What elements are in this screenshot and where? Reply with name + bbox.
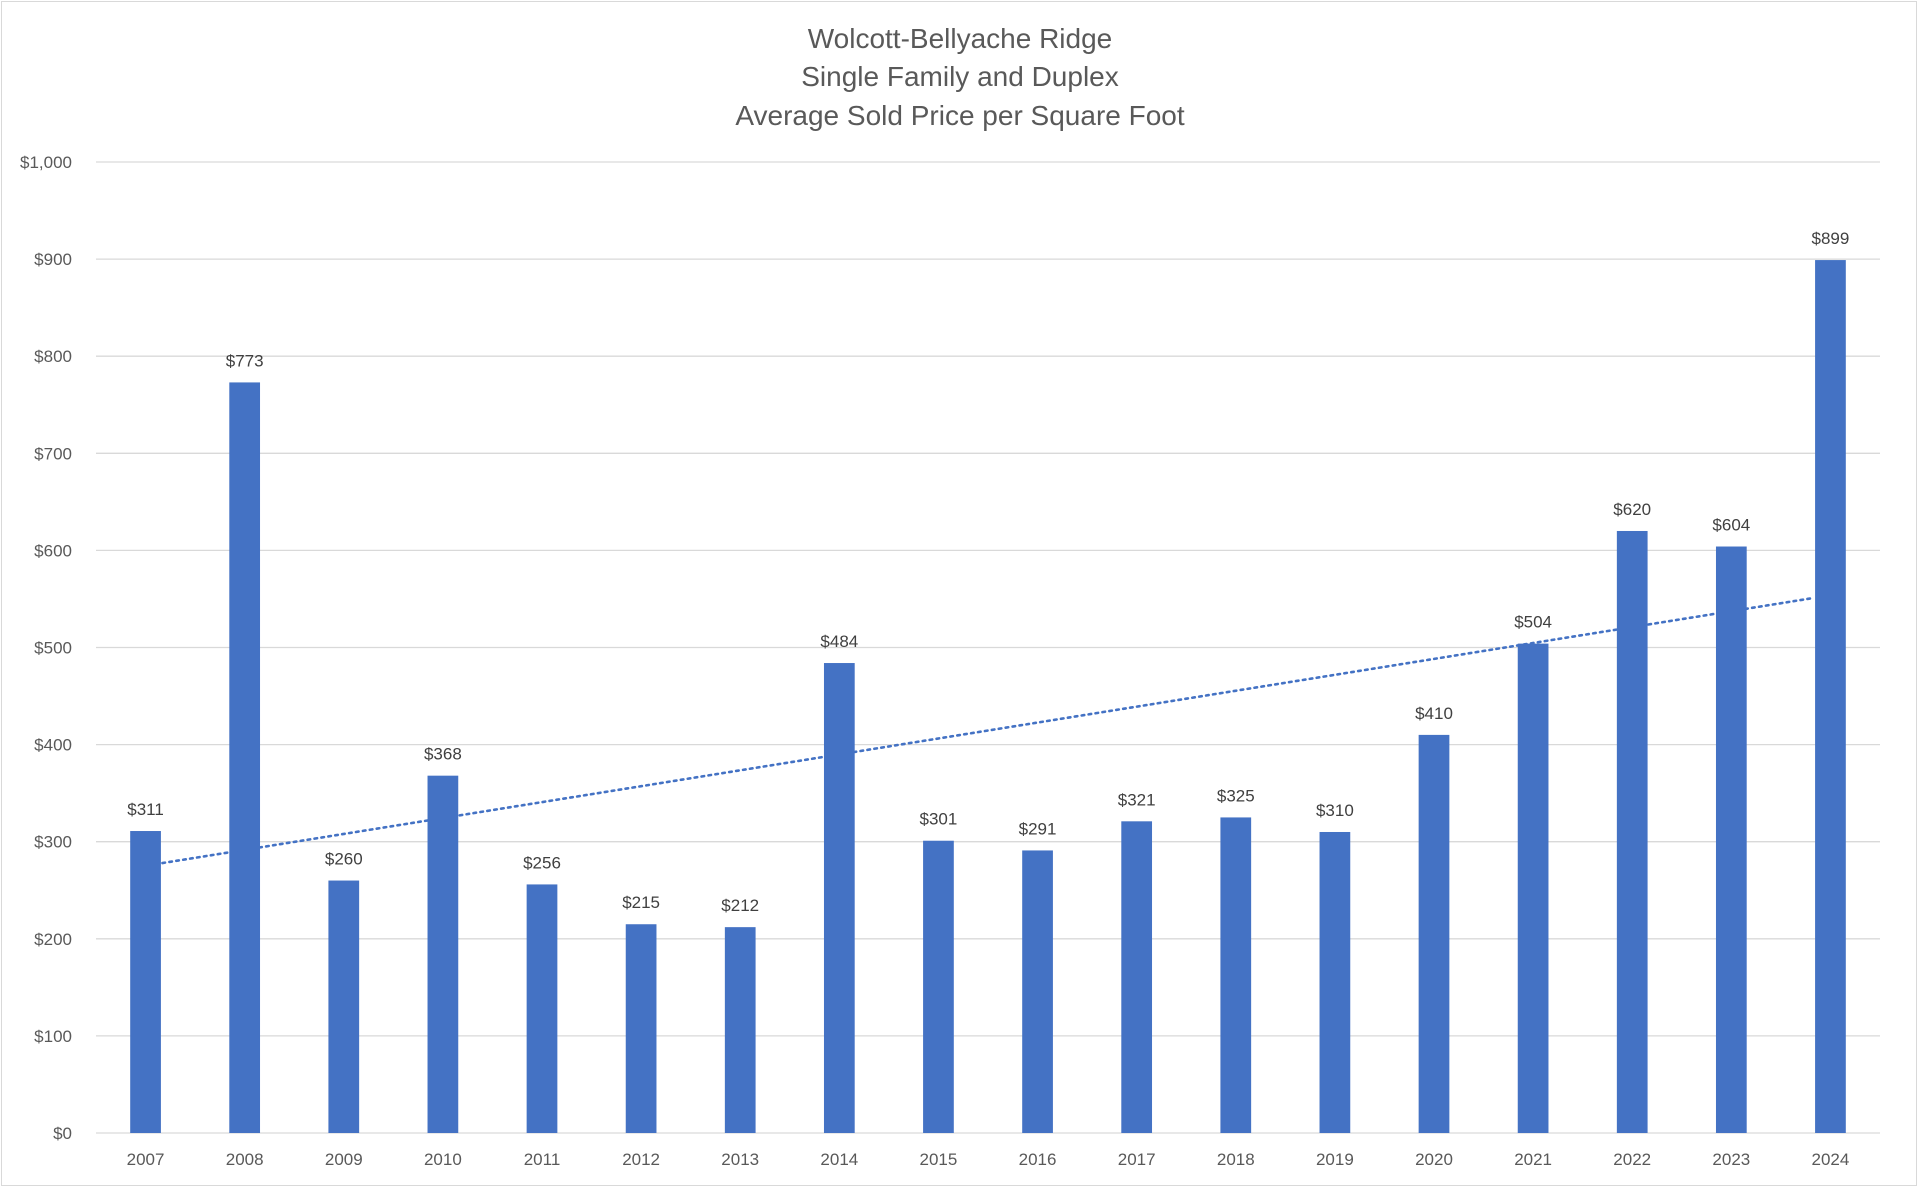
bar-2015 [923,840,954,1133]
data-label-2012: $215 [622,893,660,912]
bar-2017 [1121,821,1153,1133]
data-label-2019: $310 [1316,801,1354,820]
chart-title: Wolcott-Bellyache Ridge Single Family and… [735,23,1185,131]
bar-2019 [1319,831,1351,1133]
data-label-2015: $301 [920,810,958,829]
x-tick-label: 2008 [226,1150,264,1169]
x-tick-label: 2024 [1812,1150,1850,1169]
bar-2011 [526,884,558,1133]
bar-2021 [1517,643,1549,1133]
x-axis-tick-labels: 2007 2008 2009 2010 2011 2012 2013 2014 2015 2016… [127,1150,1850,1169]
bar-2018 [1220,817,1252,1133]
data-label-2009: $260 [325,850,363,869]
x-tick-label: 2011 [524,1150,561,1169]
data-label-2008: $773 [226,351,264,370]
bar-2023 [1715,546,1747,1133]
bar-2014 [823,663,855,1133]
x-tick-label: 2013 [721,1150,759,1169]
chart-title-line-3: Average Sold Price per Square Foot [735,100,1185,131]
x-tick-label: 2017 [1118,1150,1156,1169]
data-label-2020: $410 [1415,704,1453,723]
trendline-group [161,596,1815,865]
x-tick-label: 2015 [920,1150,958,1169]
data-label-2024: $899 [1812,229,1850,248]
y-tick-label: $100 [34,1027,72,1046]
data-label-2022: $620 [1613,500,1651,519]
trendline [161,596,1815,865]
bar-2012 [625,924,657,1133]
x-tick-label: 2009 [325,1150,363,1169]
y-tick-label: $200 [34,930,72,949]
x-tick-label: 2012 [622,1150,660,1169]
bar-2020 [1418,734,1450,1133]
y-tick-label: $300 [34,833,72,852]
bar-2016 [1022,850,1053,1133]
data-label-2021: $504 [1514,613,1552,632]
y-tick-label: $0 [53,1124,72,1143]
chart-title-line-1: Wolcott-Bellyache Ridge [808,23,1113,54]
bar-2009 [328,880,360,1133]
y-tick-label: $700 [34,444,72,463]
data-label-2017: $321 [1118,790,1156,809]
data-labels: $311 $773 $260 $368 $256 $215 $212 $484 $301 $291… [127,229,1849,915]
x-tick-label: 2014 [820,1150,858,1169]
bar-2013 [724,927,756,1133]
bar-2010 [427,775,459,1133]
y-tick-label: $600 [34,541,72,560]
x-tick-label: 2018 [1217,1150,1255,1169]
data-label-2010: $368 [424,745,462,764]
data-label-2016: $291 [1019,819,1057,838]
x-tick-label: 2016 [1019,1150,1057,1169]
y-tick-label: $900 [34,250,72,269]
bar-2008 [229,382,261,1133]
x-tick-label: 2023 [1712,1150,1750,1169]
data-label-2011: $256 [523,853,561,872]
chart-title-line-2: Single Family and Duplex [801,61,1119,92]
x-tick-label: 2020 [1415,1150,1453,1169]
x-tick-label: 2019 [1316,1150,1354,1169]
gridlines [96,161,1880,1134]
y-tick-label: $800 [34,347,72,366]
data-label-2023: $604 [1712,516,1750,535]
y-axis-tick-labels: $0 $100 $200 $300 $400 $500 $600 $700 $800 $900 $1… [20,153,72,1143]
bar-2022 [1616,530,1648,1133]
bar-2024 [1815,260,1846,1133]
data-label-2018: $325 [1217,786,1255,805]
bars [130,260,1846,1133]
data-label-2013: $212 [721,896,759,915]
x-tick-label: 2021 [1514,1150,1552,1169]
data-label-2014: $484 [820,632,858,651]
y-tick-label: $500 [34,639,72,658]
data-label-2007: $311 [127,800,164,819]
x-tick-label: 2007 [127,1150,165,1169]
x-tick-label: 2022 [1613,1150,1651,1169]
y-tick-label: $400 [34,736,72,755]
x-tick-label: 2010 [424,1150,462,1169]
bar-2007 [130,831,161,1133]
y-tick-label: $1,000 [20,153,72,172]
